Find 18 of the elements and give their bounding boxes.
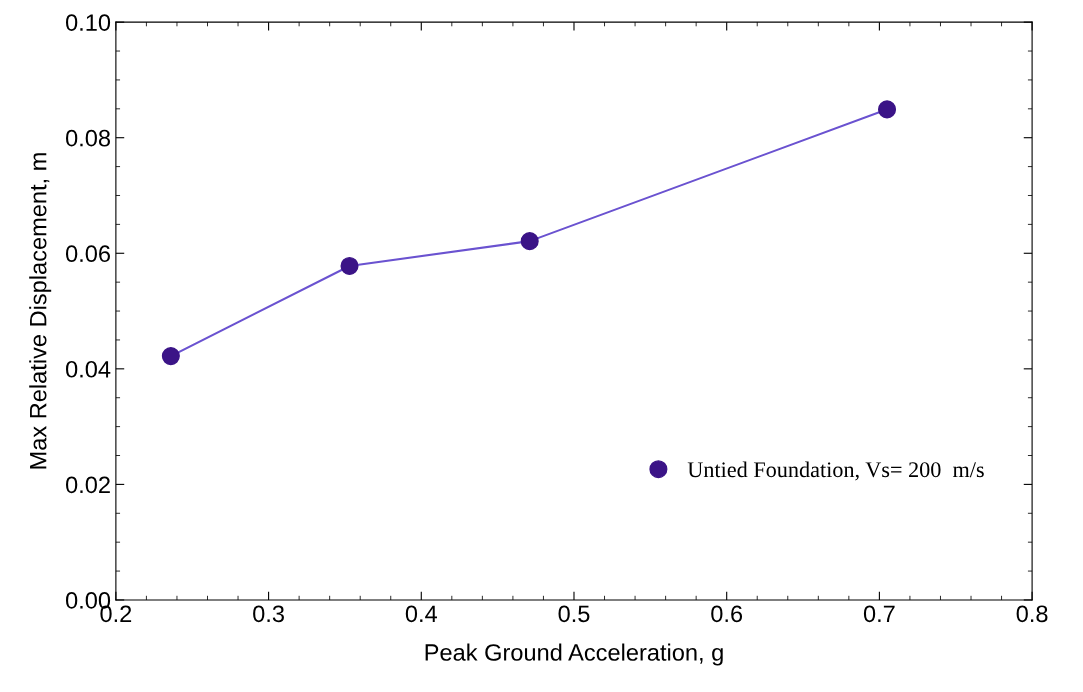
x-tick-label: 0.7 — [863, 605, 895, 623]
x-tick-label: 0.5 — [558, 605, 590, 623]
x-tick-label: 0.3 — [253, 605, 284, 623]
point — [520, 232, 539, 251]
y-tick-label: 0.10 — [65, 14, 111, 31]
y-tick-label: 0.08 — [65, 129, 110, 147]
point — [340, 256, 359, 276]
y-tick-label: 0.04 — [65, 360, 111, 378]
y-axis-title: Max Relative Displacement, m — [29, 153, 52, 469]
point — [161, 347, 180, 366]
x-tick-label: 0.8 — [1016, 605, 1048, 623]
y-tick-label: 0.06 — [65, 245, 110, 263]
point — [878, 100, 897, 119]
x-tick-label: 0.6 — [711, 605, 743, 623]
y-tick-label: 0.02 — [65, 476, 110, 494]
x-axis-title: Peak Ground Acceleration, g — [425, 643, 723, 666]
legend-label: Untied Foundation, Vs= 200 m/s — [687, 461, 984, 481]
x-tick-label: 0.4 — [405, 605, 438, 623]
